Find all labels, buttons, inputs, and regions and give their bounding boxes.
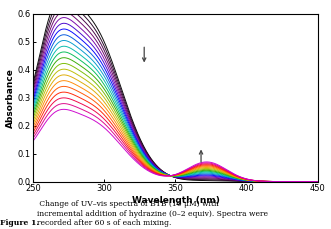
Text: Figure 1.: Figure 1.	[0, 219, 39, 227]
Y-axis label: Absorbance: Absorbance	[6, 68, 15, 128]
Text: Change of UV–vis spectra of BTB (10 μM) with
incremental addition of hydrazine (: Change of UV–vis spectra of BTB (10 μM) …	[37, 200, 268, 227]
X-axis label: Wavelength (nm): Wavelength (nm)	[131, 196, 219, 205]
